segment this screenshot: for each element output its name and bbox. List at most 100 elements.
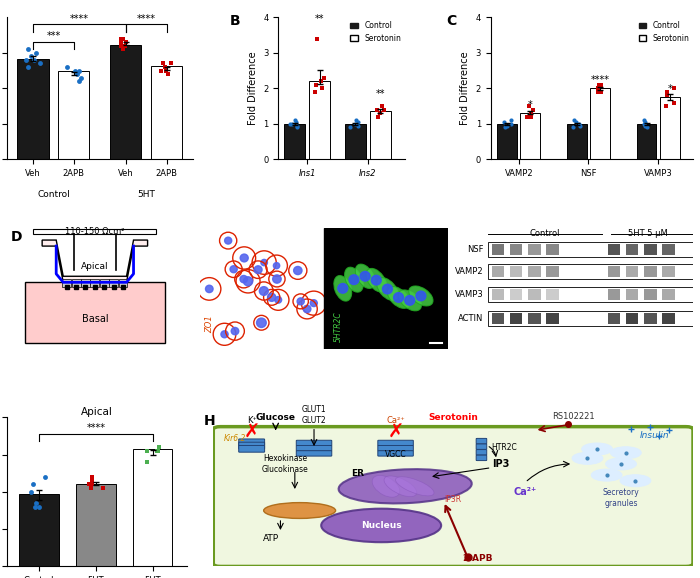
Bar [497,124,517,160]
FancyBboxPatch shape [239,446,265,452]
Y-axis label: Fold Difference: Fold Difference [248,51,258,125]
Circle shape [297,298,304,305]
FancyBboxPatch shape [90,279,99,287]
Circle shape [572,453,603,464]
Ellipse shape [387,287,409,309]
Text: 2-APB: 2-APB [462,554,492,563]
Bar [520,113,540,160]
Circle shape [275,297,281,303]
FancyBboxPatch shape [528,244,540,255]
Circle shape [221,331,228,338]
FancyBboxPatch shape [491,313,504,324]
Circle shape [261,260,267,266]
FancyBboxPatch shape [510,266,522,277]
FancyBboxPatch shape [476,438,486,444]
Circle shape [582,443,612,455]
Text: ***: *** [46,31,60,42]
Legend: Control, Serotonin: Control, Serotonin [351,21,401,43]
Bar [345,124,366,160]
Bar [151,66,182,160]
Text: GLUT1
GLUT2: GLUT1 GLUT2 [302,405,326,425]
Ellipse shape [395,477,434,496]
FancyBboxPatch shape [644,244,657,255]
FancyBboxPatch shape [546,244,559,255]
FancyBboxPatch shape [528,266,540,277]
Circle shape [254,266,262,273]
FancyBboxPatch shape [662,289,675,300]
FancyBboxPatch shape [489,312,693,326]
Circle shape [371,275,382,285]
Text: ****: **** [86,423,105,433]
Text: Ca²⁺: Ca²⁺ [514,487,537,497]
Text: Control: Control [37,190,70,198]
Text: Basal: Basal [82,313,108,324]
Ellipse shape [366,268,386,292]
Circle shape [225,237,232,244]
Bar [370,112,391,160]
FancyBboxPatch shape [118,279,127,287]
Text: Secretory
granules: Secretory granules [603,488,639,507]
Text: Hexokinase
Glucokinase: Hexokinase Glucokinase [262,454,309,473]
Text: ER: ER [351,469,364,478]
Text: *: * [528,99,533,110]
Bar [324,228,448,349]
FancyBboxPatch shape [378,451,413,456]
Text: VAMP3: VAMP3 [455,290,484,299]
Circle shape [244,277,253,286]
Bar [18,59,48,160]
FancyBboxPatch shape [62,279,71,287]
Text: 5HT: 5HT [137,190,155,198]
Circle shape [231,328,239,335]
Circle shape [405,295,414,305]
Text: VAMP2: VAMP2 [455,267,484,276]
Text: Serotonin: Serotonin [428,413,478,422]
Circle shape [206,285,213,292]
FancyBboxPatch shape [239,442,265,449]
FancyBboxPatch shape [626,244,638,255]
Circle shape [240,276,248,283]
Bar [660,97,680,160]
FancyBboxPatch shape [644,266,657,277]
FancyBboxPatch shape [510,244,522,255]
Text: IP3: IP3 [492,459,510,469]
Text: 5HTR2C: 5HTR2C [334,312,343,342]
FancyBboxPatch shape [109,279,118,287]
Ellipse shape [377,277,398,301]
FancyBboxPatch shape [608,289,620,300]
Ellipse shape [339,469,472,503]
FancyBboxPatch shape [489,243,693,257]
Ellipse shape [344,267,363,292]
Bar [76,484,116,566]
Circle shape [267,294,276,301]
Ellipse shape [409,286,433,306]
Circle shape [260,287,268,295]
Ellipse shape [372,476,400,497]
FancyBboxPatch shape [528,289,540,300]
Text: **: ** [375,89,385,99]
FancyBboxPatch shape [546,266,559,277]
Text: Ca²⁺: Ca²⁺ [386,416,405,425]
FancyBboxPatch shape [489,287,693,302]
Bar [19,494,59,566]
Text: ZO1: ZO1 [205,315,214,332]
FancyBboxPatch shape [608,244,620,255]
Y-axis label: Fold Difference: Fold Difference [460,51,470,125]
Text: E: E [202,232,212,246]
FancyBboxPatch shape [491,244,504,255]
Text: 110-150 Ωcm²: 110-150 Ωcm² [65,227,125,236]
FancyBboxPatch shape [608,266,620,277]
FancyBboxPatch shape [476,455,486,461]
Text: 5HT 5 μM: 5HT 5 μM [628,229,667,238]
Text: ✗: ✗ [244,423,260,442]
Ellipse shape [398,290,421,311]
FancyBboxPatch shape [296,451,332,456]
FancyBboxPatch shape [546,289,559,300]
FancyBboxPatch shape [296,440,332,446]
Text: **: ** [315,14,324,24]
FancyBboxPatch shape [378,446,413,451]
Circle shape [257,318,266,328]
FancyBboxPatch shape [662,266,675,277]
Text: H: H [204,414,216,428]
Text: Insulin: Insulin [640,431,669,440]
Circle shape [606,458,636,470]
